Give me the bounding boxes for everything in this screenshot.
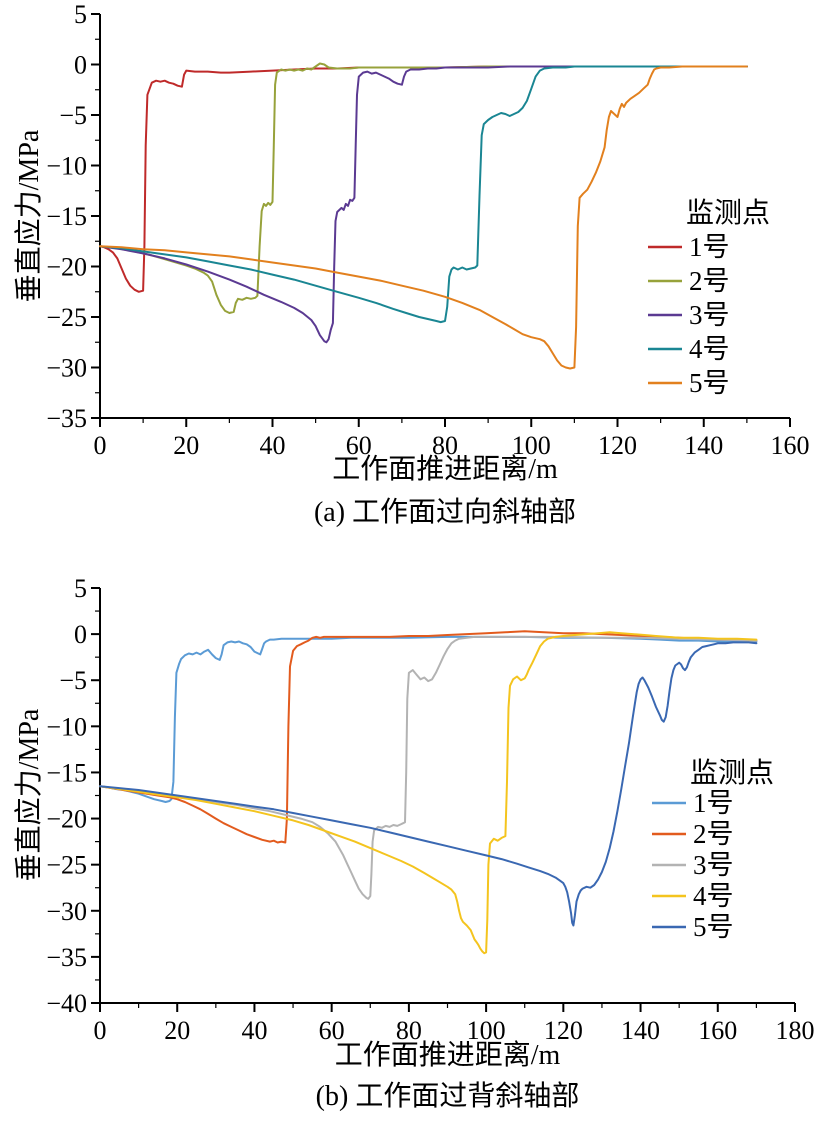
y-tick-label: −10 [46, 712, 87, 741]
series-line-3号 [99, 635, 758, 900]
x-tick-label: 60 [319, 1016, 345, 1040]
y-tick-label: −5 [59, 666, 87, 695]
x-tick-label: 140 [684, 431, 723, 460]
y-tick-label: 5 [74, 0, 87, 29]
y-tick-label: −10 [46, 152, 87, 181]
x-tick-label: 80 [432, 431, 458, 460]
series-line-3号 [99, 65, 748, 344]
x-tick-label: 40 [260, 431, 286, 460]
y-tick-label: −20 [46, 253, 87, 282]
x-tick-label: 140 [621, 1016, 660, 1040]
x-tick-label: 20 [164, 1016, 190, 1040]
x-tick-label: 160 [771, 431, 810, 460]
series-line-1号 [99, 635, 758, 803]
y-tick-label: 0 [74, 51, 87, 80]
x-tick-label: 100 [467, 1016, 506, 1040]
x-tick-label: 40 [241, 1016, 267, 1040]
legend-label-2号: 2号 [689, 266, 730, 296]
y-tick-label: −30 [46, 354, 87, 383]
y-tick-label: −30 [46, 897, 87, 926]
series-line-4号 [99, 631, 758, 955]
chart-b-x-axis-label: 工作面推进距离/m [334, 1040, 561, 1071]
x-tick-label: 80 [396, 1016, 422, 1040]
x-tick-label: 100 [512, 431, 551, 460]
legend-label-5号: 5号 [693, 912, 734, 942]
legend-label-3号: 3号 [693, 850, 734, 880]
legend-label-3号: 3号 [689, 300, 730, 330]
y-tick-label: −40 [46, 989, 87, 1018]
series-line-1号 [99, 65, 748, 293]
x-tick-label: 0 [94, 1016, 107, 1040]
x-tick-label: 180 [776, 1016, 815, 1040]
legend-label-5号: 5号 [689, 368, 730, 398]
legend-title: 监测点 [690, 757, 774, 789]
series-line-5号 [99, 65, 748, 370]
x-tick-label: 120 [544, 1016, 583, 1040]
series-line-4号 [99, 65, 748, 324]
legend-label-1号: 1号 [689, 232, 730, 262]
x-tick-label: 0 [94, 431, 107, 460]
legend-label-1号: 1号 [693, 788, 734, 818]
y-tick-label: −35 [46, 404, 87, 433]
series-line-2号 [99, 630, 758, 844]
y-tick-label: −15 [46, 202, 87, 231]
chart-a-caption: (a) 工作面过向斜轴部 [313, 497, 577, 528]
x-tick-label: 160 [698, 1016, 737, 1040]
chart-b-caption: (b) 工作面过背斜轴部 [315, 1081, 580, 1112]
legend-label-2号: 2号 [693, 819, 734, 849]
x-tick-label: 120 [598, 431, 637, 460]
y-tick-label: 0 [74, 620, 87, 649]
series-line-2号 [99, 62, 748, 314]
legend-label-4号: 4号 [689, 334, 730, 364]
legend-title: 监测点 [686, 197, 770, 229]
y-tick-label: −15 [46, 758, 87, 787]
chart-b-plot: 0 20 40 60 80 100 120 140 160 180 5 0 −5 −10 −15 −20 −25… [46, 574, 815, 1040]
y-tick-label: −35 [46, 943, 87, 972]
chart-a-x-axis-label: 工作面推进距离/m [332, 454, 558, 485]
series-line-5号 [99, 641, 758, 927]
chart-a-plot: 0 20 40 60 80 100 120 140 160 5 0 −5 −10 −15 −20 −25 −30… [46, 0, 810, 460]
y-tick-label: 5 [74, 574, 87, 603]
legend-label-4号: 4号 [693, 881, 734, 911]
y-tick-label: −20 [46, 805, 87, 834]
y-tick-label: −25 [46, 303, 87, 332]
y-tick-label: −25 [46, 851, 87, 880]
x-tick-label: 20 [173, 431, 199, 460]
x-tick-label: 60 [346, 431, 372, 460]
y-tick-label: −5 [59, 101, 87, 130]
